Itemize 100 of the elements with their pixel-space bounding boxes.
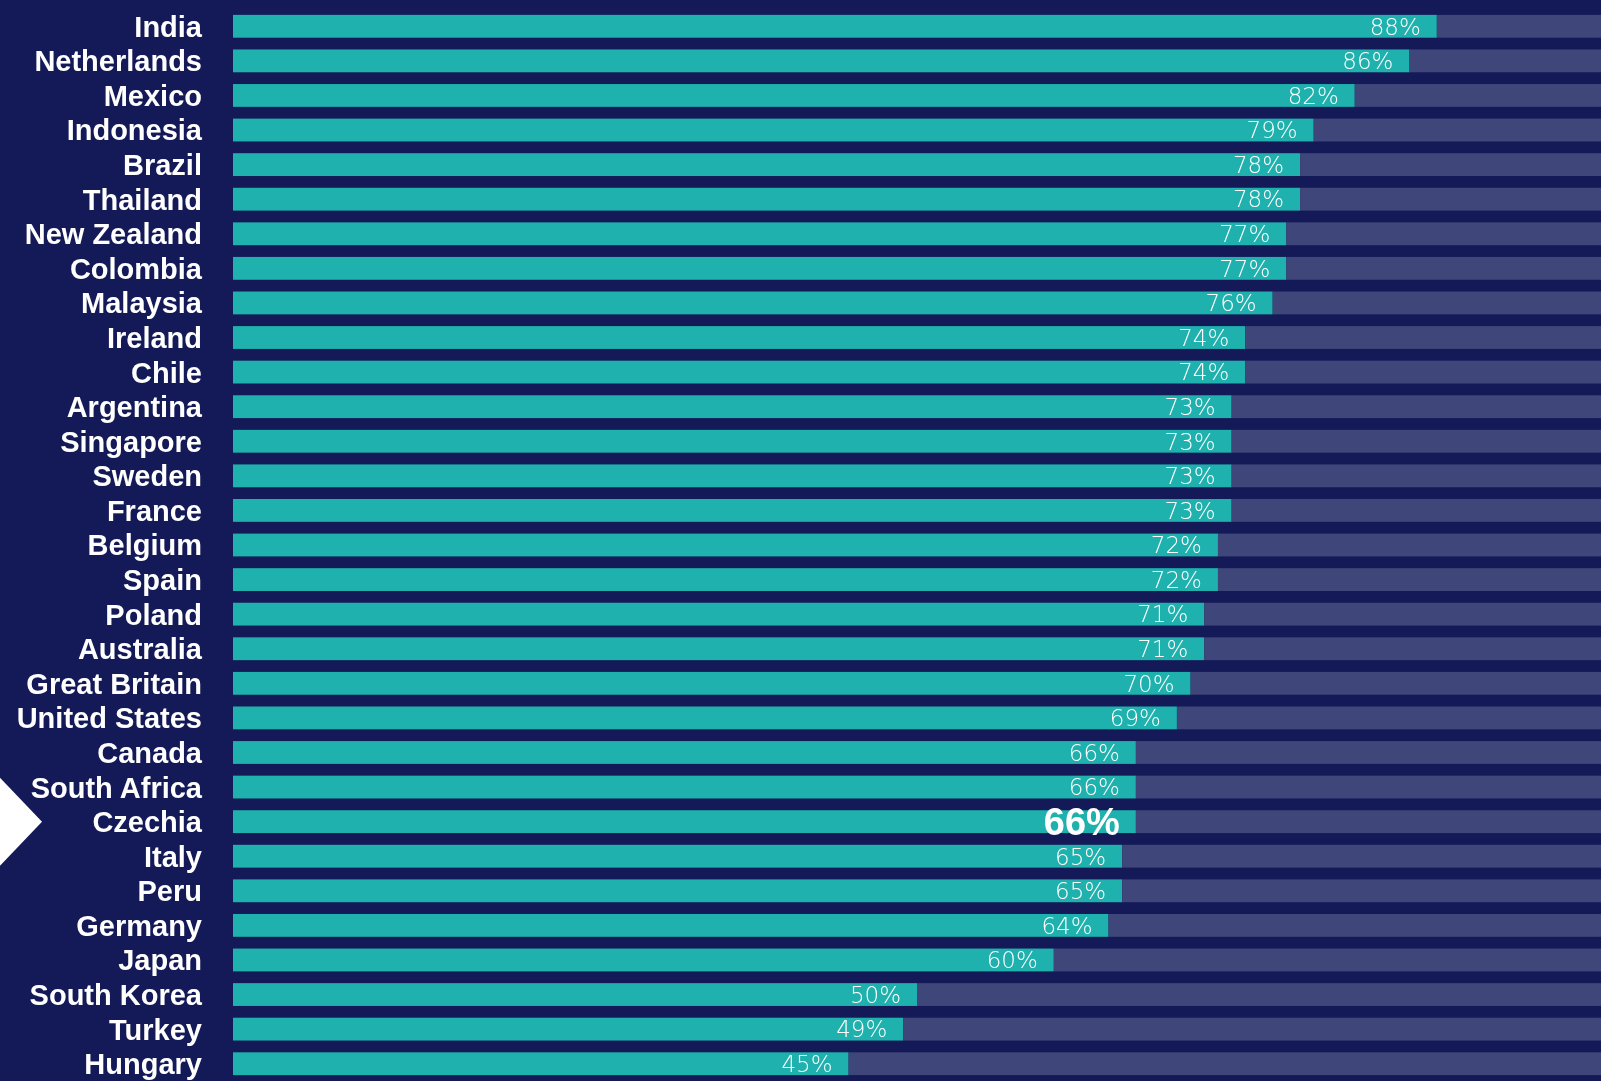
bar [233,464,1232,488]
bar [1108,913,1601,937]
bar [1217,533,1601,557]
y-tick-label: Malaysia [81,287,203,320]
bar [1354,84,1601,107]
bar [233,671,1191,695]
bar [233,533,1218,557]
data-label: 88% [1369,13,1421,40]
bar [233,49,1410,73]
y-tick-label: New Zealand [24,218,202,251]
y-tick-label: South Korea [29,978,203,1011]
y-tick-label: Indonesia [66,114,203,147]
bar [233,256,1287,280]
bar [1231,499,1601,522]
bar [233,153,1301,177]
bar [1176,706,1601,730]
bar [233,775,1136,799]
data-label: 76% [1205,290,1257,317]
bar [233,568,1218,591]
bar [233,844,1123,868]
data-label: 86% [1342,48,1394,75]
bar [233,1052,849,1076]
y-tick-label: Italy [143,840,202,873]
bar [1135,775,1601,799]
data-label: 73% [1164,497,1216,524]
bar [1286,256,1601,280]
bar [1231,429,1601,453]
bar [903,1017,1601,1041]
bar [1204,637,1601,661]
data-label: 72% [1150,532,1202,559]
bar [233,913,1109,937]
bar [233,879,1123,903]
y-tick-label: Belgium [87,529,202,562]
data-label: 65% [1055,843,1107,870]
bar [233,326,1246,349]
bar [1231,395,1601,419]
y-tick-label: Singapore [60,425,202,458]
data-label: 49% [836,1016,888,1043]
data-label: 74% [1178,324,1230,351]
bar [233,706,1177,730]
bar [233,84,1355,107]
bar [233,948,1054,972]
y-tick-label: Hungary [84,1048,202,1081]
y-tick-label: India [134,10,203,43]
bar [1231,464,1601,488]
bar [917,983,1601,1006]
y-tick-label: Chile [131,356,202,389]
bar [1286,222,1601,246]
y-tick-label: Mexico [103,79,202,112]
y-tick-label: Great Britain [26,667,202,700]
y-tick-label: Spain [123,564,202,597]
bar [1245,360,1601,384]
data-label: 66% [1068,774,1120,801]
bar [848,1052,1601,1076]
bar [1135,810,1601,834]
data-label: 78% [1232,151,1285,178]
y-tick-label: Argentina [66,391,203,424]
y-tick-label: Sweden [92,460,202,493]
y-tick-label: Netherlands [34,45,202,78]
bar [1245,326,1601,349]
data-label: 60% [986,947,1038,974]
bar [1300,153,1601,177]
data-label: 66% [1068,739,1120,766]
bar [233,499,1232,522]
data-label: 45% [781,1050,833,1077]
bar [233,395,1232,419]
y-tick-label: Germany [76,909,202,942]
bar [1217,568,1601,591]
data-label: 70% [1123,670,1175,697]
annotation: 66% [1043,801,1120,844]
data-label: 77% [1219,255,1271,282]
bar [1313,118,1601,142]
bar [233,187,1301,211]
data-label: 73% [1164,393,1216,420]
bar [233,360,1246,384]
y-tick-label: Australia [77,633,203,666]
y-tick-label: Turkey [109,1013,202,1046]
data-label: 82% [1287,82,1339,109]
bar [1409,49,1601,73]
bar [1053,948,1601,972]
bar [1204,602,1601,626]
bar [1122,844,1601,868]
data-label: 73% [1164,463,1216,490]
data-label: 71% [1137,601,1189,628]
data-label: 71% [1137,636,1189,663]
y-tick-label: Canada [97,736,203,769]
bar [233,14,1437,38]
bar [233,118,1314,142]
data-label: 50% [849,981,901,1008]
bar [1190,671,1601,695]
y-tick-label: France [106,494,202,527]
bar [233,983,917,1006]
y-tick-label: Ireland [106,321,202,354]
y-tick-label: Japan [118,944,202,977]
data-label: 73% [1164,428,1216,455]
y-tick-label: Czechia [92,806,203,839]
bar [1272,291,1601,315]
y-tick-label: Poland [105,598,202,631]
data-label: 72% [1150,566,1202,593]
y-tick-label: Brazil [123,149,202,182]
